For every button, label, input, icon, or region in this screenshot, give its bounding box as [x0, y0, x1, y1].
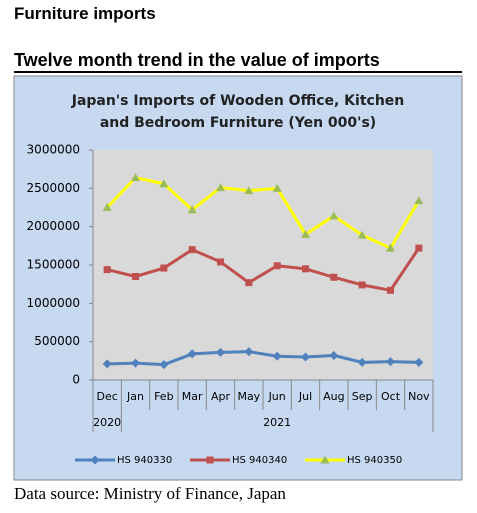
marker	[159, 179, 169, 188]
y-tick-label: 0	[72, 373, 80, 387]
marker	[216, 347, 225, 357]
marker	[131, 173, 140, 182]
marker	[102, 203, 112, 211]
legend-label: HS 940350	[347, 455, 402, 466]
y-tick-label: 3000000	[27, 143, 80, 157]
x-tick-label: May	[237, 390, 260, 403]
x-tick-label: Aug	[323, 390, 344, 403]
marker	[160, 264, 168, 272]
marker	[187, 349, 197, 359]
marker	[329, 211, 339, 220]
chart-title: Japan's Imports of Wooden Office, Kitche…	[71, 93, 405, 131]
series-line	[106, 176, 421, 250]
marker	[132, 273, 139, 280]
year-label: 2020	[93, 416, 121, 429]
marker	[187, 205, 197, 214]
marker	[245, 279, 253, 287]
marker	[414, 357, 424, 367]
marker	[357, 230, 367, 239]
marker	[387, 286, 394, 294]
marker	[414, 196, 424, 205]
marker	[301, 352, 310, 362]
marker	[244, 186, 254, 195]
y-tick-label: 2500000	[27, 181, 80, 195]
marker	[131, 358, 140, 368]
plot-area	[93, 150, 433, 380]
marker	[244, 347, 254, 357]
marker	[386, 243, 395, 252]
y-tick-label: 500000	[34, 334, 80, 348]
x-tick-label: Sep	[352, 390, 373, 403]
series-line	[107, 350, 419, 367]
heading: Furniture imports	[14, 4, 156, 23]
marker	[329, 350, 339, 360]
marker	[272, 351, 282, 361]
marker	[357, 357, 367, 367]
marker	[272, 183, 282, 192]
marker	[301, 229, 310, 238]
x-tick-label: Oct	[381, 390, 401, 403]
marker	[330, 273, 338, 281]
series-line	[106, 247, 421, 292]
marker	[159, 360, 169, 370]
x-tick-label: Nov	[408, 390, 430, 403]
marker	[188, 246, 196, 254]
marker	[102, 359, 112, 369]
x-tick-label: Jan	[126, 390, 144, 403]
marker	[320, 455, 330, 464]
year-label: 2021	[263, 416, 291, 429]
legend-label: HS 940340	[232, 455, 287, 466]
marker	[90, 455, 100, 465]
y-tick-label: 1000000	[27, 296, 80, 310]
marker	[415, 244, 423, 252]
marker	[103, 266, 111, 274]
x-tick-label: Jul	[298, 390, 312, 403]
y-tick-label: 1500000	[27, 258, 80, 272]
y-tick-label: 2000000	[27, 219, 80, 233]
marker	[358, 281, 366, 289]
marker	[302, 265, 309, 273]
x-tick-label: Jun	[268, 390, 286, 403]
legend-label: HS 940330	[117, 455, 172, 466]
x-tick-label: Dec	[97, 390, 118, 403]
x-tick-label: Apr	[211, 390, 231, 403]
marker	[273, 262, 281, 270]
marker	[386, 357, 395, 367]
marker	[217, 258, 224, 266]
marker	[206, 456, 214, 464]
x-tick-label: Feb	[154, 390, 173, 403]
subheading: Twelve month trend in the value of impor…	[14, 50, 380, 70]
x-tick-label: Mar	[182, 390, 203, 403]
source: Data source: Ministry of Finance, Japan	[14, 484, 286, 503]
marker	[216, 183, 225, 192]
